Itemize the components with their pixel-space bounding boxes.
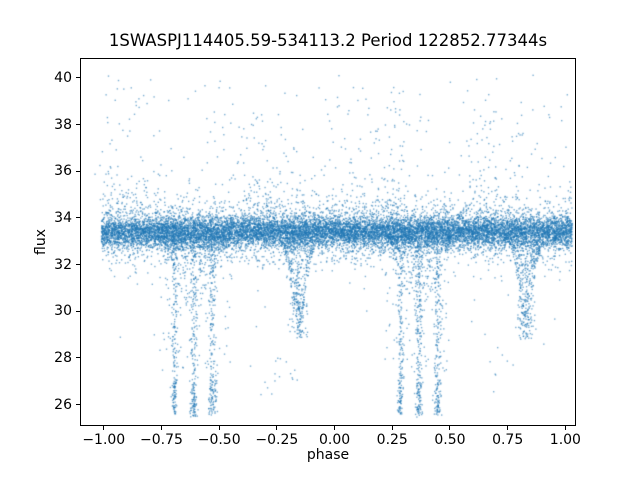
x-tick-label: −1.00 — [82, 432, 126, 448]
x-tick-label: −0.25 — [255, 432, 299, 448]
y-tick-mark — [76, 170, 80, 172]
x-tick-mark — [449, 426, 451, 430]
x-tick-mark — [276, 426, 278, 430]
x-tick-label: 0.00 — [318, 432, 351, 448]
y-tick-mark — [76, 310, 80, 312]
x-tick-label: −0.50 — [197, 432, 241, 448]
x-axis-label: phase — [306, 447, 350, 463]
y-tick-label: 32 — [54, 256, 72, 273]
y-tick-label: 28 — [54, 349, 72, 366]
x-tick-mark — [564, 426, 566, 430]
y-tick-mark — [76, 357, 80, 359]
y-tick-mark — [76, 124, 80, 126]
y-tick-mark — [76, 264, 80, 266]
x-tick-label: 0.50 — [434, 432, 466, 448]
x-tick-mark — [391, 426, 393, 430]
y-tick-label: 30 — [54, 303, 72, 320]
y-tick-label: 34 — [54, 209, 72, 226]
x-tick-mark — [334, 426, 336, 430]
y-tick-label: 40 — [54, 69, 72, 86]
x-tick-mark — [160, 426, 162, 430]
y-tick-label: 26 — [54, 396, 72, 413]
x-tick-mark — [218, 426, 220, 430]
y-tick-label: 38 — [54, 116, 72, 133]
scatter-plot-canvas — [80, 58, 576, 426]
x-tick-mark — [507, 426, 509, 430]
x-tick-label: 0.75 — [492, 432, 524, 448]
x-tick-label: −0.75 — [140, 432, 183, 448]
x-tick-mark — [103, 426, 105, 430]
x-tick-label: 0.25 — [376, 432, 408, 448]
chart-title: 1SWASPJ114405.59-534113.2 Period 122852.… — [108, 31, 548, 50]
y-axis-label: flux — [33, 229, 49, 255]
y-tick-mark — [76, 217, 80, 219]
y-tick-label: 36 — [54, 163, 72, 180]
x-tick-label: 1.00 — [549, 432, 581, 448]
y-tick-mark — [76, 404, 80, 406]
y-tick-mark — [76, 77, 80, 79]
